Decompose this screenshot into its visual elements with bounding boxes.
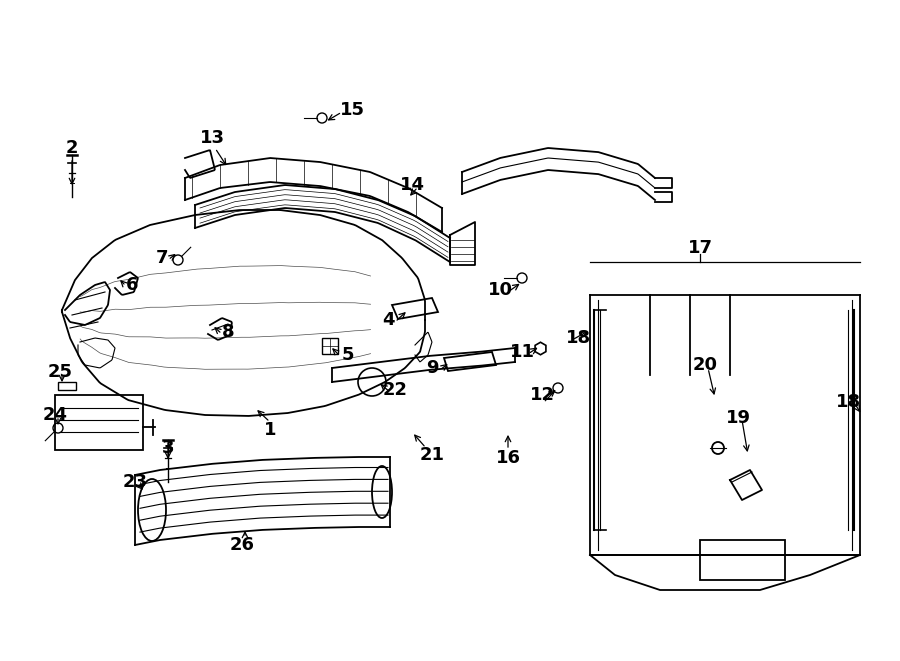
Bar xyxy=(322,338,338,354)
Text: 20: 20 xyxy=(692,356,717,374)
Text: 11: 11 xyxy=(509,343,535,361)
Text: 2: 2 xyxy=(66,139,78,157)
Text: 19: 19 xyxy=(725,409,751,427)
Text: 6: 6 xyxy=(126,276,139,294)
Bar xyxy=(700,540,785,580)
Text: 1: 1 xyxy=(264,421,276,439)
Text: 18: 18 xyxy=(565,329,590,347)
Text: 24: 24 xyxy=(42,406,68,424)
Text: 8: 8 xyxy=(221,323,234,341)
Text: 18: 18 xyxy=(835,393,860,411)
Text: 9: 9 xyxy=(426,359,438,377)
Text: 13: 13 xyxy=(200,129,224,147)
Text: 16: 16 xyxy=(496,449,520,467)
Text: 14: 14 xyxy=(400,176,425,194)
Text: 25: 25 xyxy=(48,363,73,381)
Text: 10: 10 xyxy=(488,281,512,299)
Text: 5: 5 xyxy=(342,346,355,364)
Text: 26: 26 xyxy=(230,536,255,554)
Text: 23: 23 xyxy=(122,473,148,491)
Text: 12: 12 xyxy=(529,386,554,404)
Text: 15: 15 xyxy=(339,101,365,119)
Text: 3: 3 xyxy=(162,439,175,457)
Text: 22: 22 xyxy=(382,381,408,399)
Text: 4: 4 xyxy=(382,311,394,329)
Bar xyxy=(55,395,143,450)
Text: 7: 7 xyxy=(156,249,168,267)
Text: 17: 17 xyxy=(688,239,713,257)
Bar xyxy=(58,382,76,390)
Text: 21: 21 xyxy=(419,446,445,464)
